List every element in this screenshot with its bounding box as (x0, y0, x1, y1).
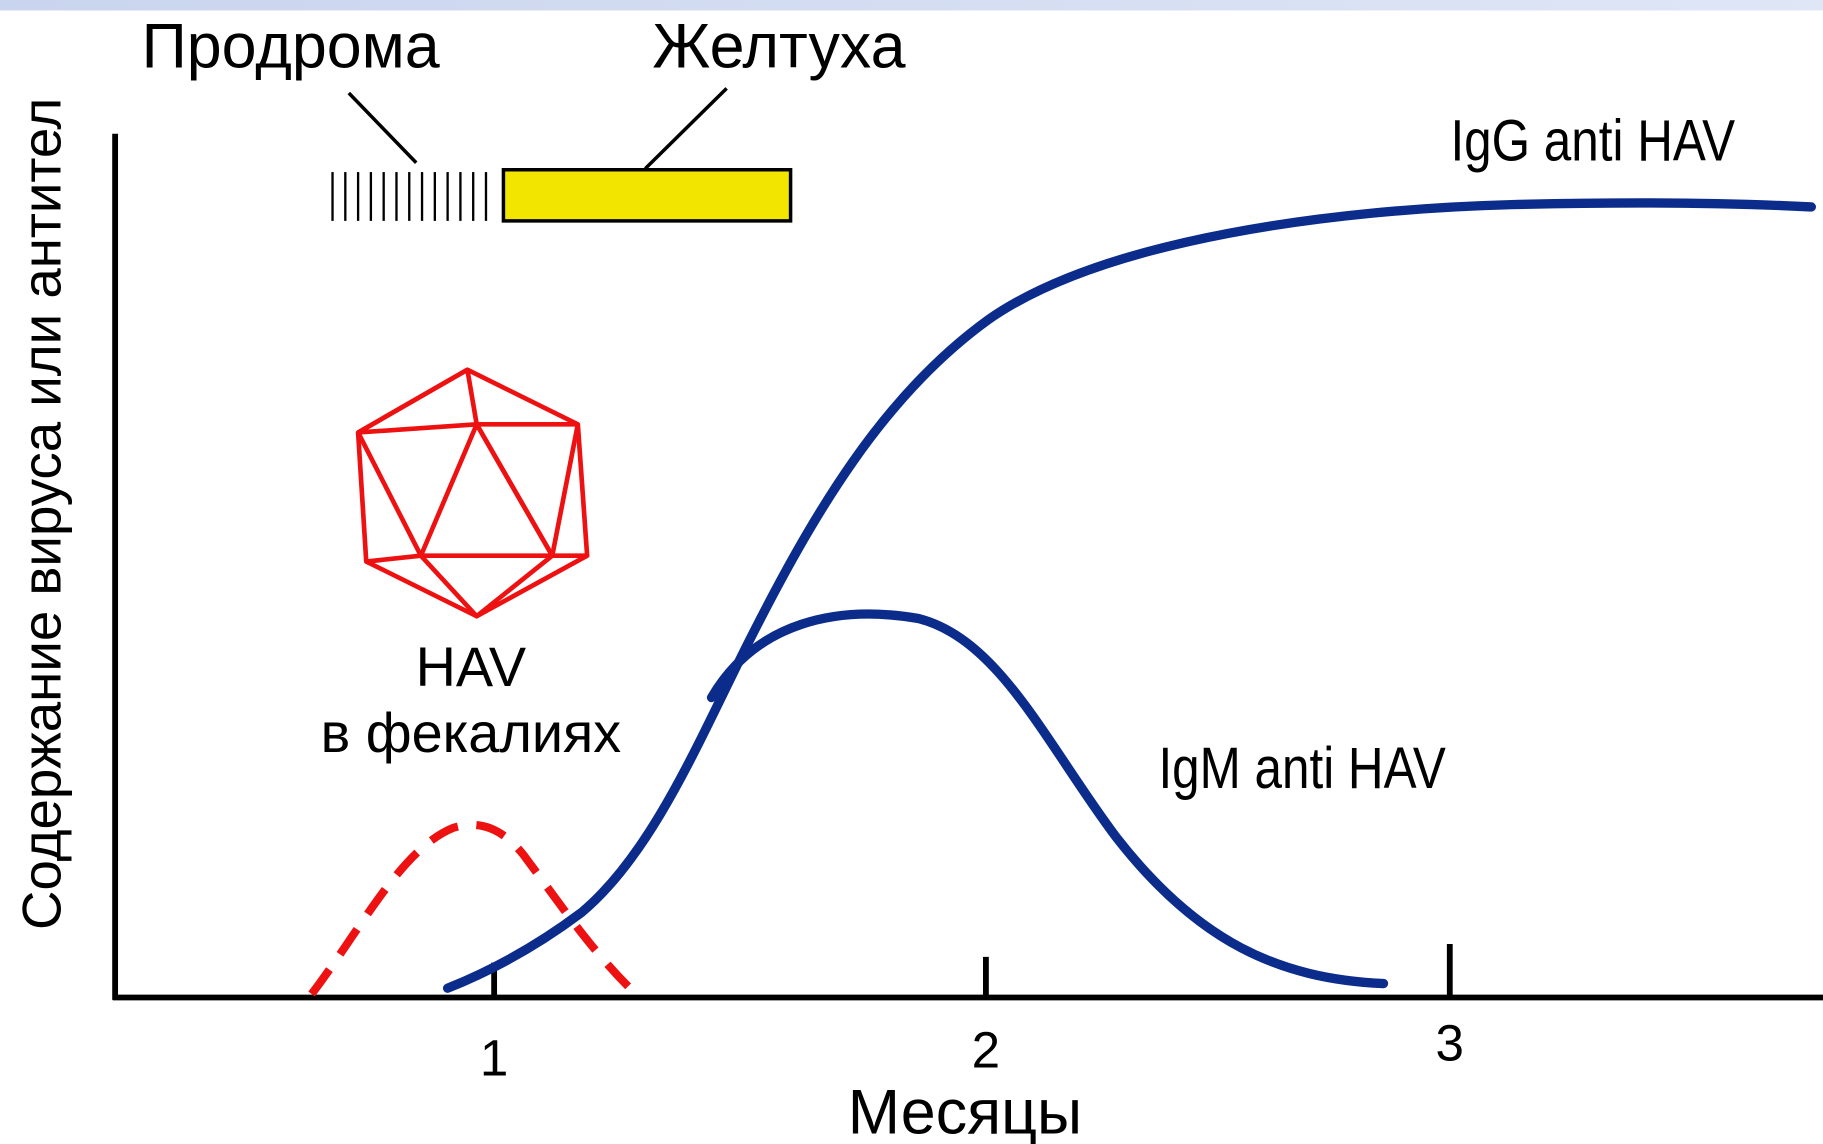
igg-curve (448, 203, 1812, 988)
igg-label: IgG anti HAV (1450, 109, 1735, 174)
prodroma-label: Продрома (142, 11, 440, 81)
jaundice-bar (503, 170, 790, 221)
leader-line (645, 88, 726, 168)
axes (113, 134, 1823, 1000)
hav-label: HAV (416, 635, 527, 698)
virus-icon (358, 370, 587, 616)
prodroma-hatch (333, 172, 486, 221)
x-tick-label: 1 (480, 1029, 508, 1086)
jaundice-label: Желтуха (652, 11, 905, 81)
x-axis-label: Месяцы (848, 1078, 1082, 1144)
x-tick-label: 3 (1436, 1014, 1464, 1071)
y-axis-label: Содержание вируса или антител (11, 98, 72, 930)
page: Продрома Желтуха IgG anti HAV IgM anti H… (0, 0, 1823, 1144)
top-band (0, 0, 1823, 10)
x-tick-label: 2 (972, 1021, 1000, 1078)
hav-label: в фекалиях (321, 701, 622, 764)
leader-line (349, 93, 416, 163)
diagram: Продрома Желтуха IgG anti HAV IgM anti H… (0, 0, 1823, 1144)
igm-label: IgM anti HAV (1158, 737, 1445, 802)
